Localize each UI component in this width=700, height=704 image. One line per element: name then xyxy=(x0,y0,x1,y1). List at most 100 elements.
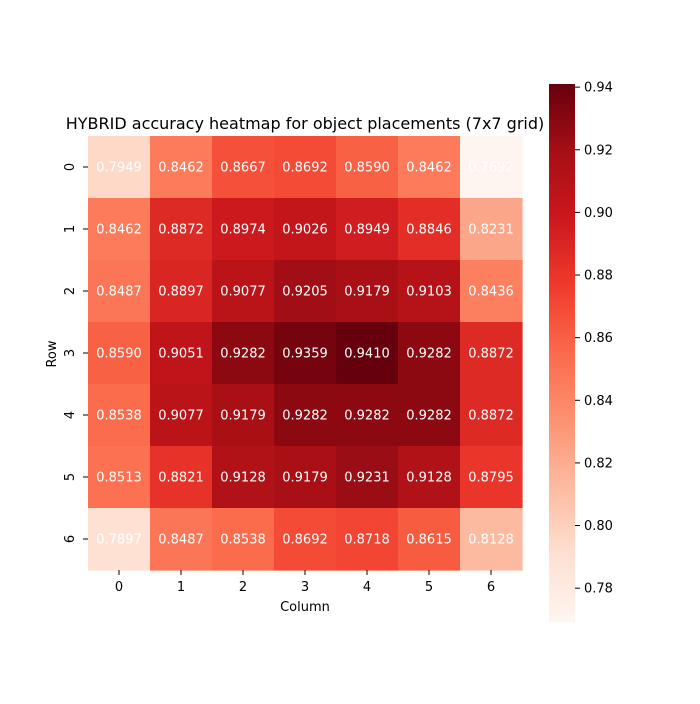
x-axis: 0 1 2 3 4 5 6 xyxy=(115,570,495,595)
heatmap-cell-r6-c1 xyxy=(150,508,213,571)
cell-label-r1-c1: 0.8872 xyxy=(158,223,204,238)
cell-label-r0-c6: 0.7692 xyxy=(468,161,514,176)
heatmap-cell-r1-c3 xyxy=(274,198,337,261)
cell-label-r6-c5: 0.8615 xyxy=(406,533,452,548)
heatmap-cells xyxy=(88,136,523,571)
cell-label-r4-c5: 0.9282 xyxy=(406,409,452,424)
cell-label-r3-c6: 0.8872 xyxy=(468,347,514,362)
heatmap-cell-r0-c1 xyxy=(150,136,213,199)
heatmap-cell-r3-c3 xyxy=(274,322,337,385)
cell-label-r5-c0: 0.8513 xyxy=(96,471,142,486)
cell-label-r1-c6: 0.8231 xyxy=(468,223,514,238)
heatmap-cell-r2-c4 xyxy=(336,260,399,323)
heatmap-cell-r6-c4 xyxy=(336,508,399,571)
cell-label-r4-c3: 0.9282 xyxy=(282,409,328,424)
heatmap-cell-r0-c2 xyxy=(212,136,275,199)
cell-label-r2-c5: 0.9103 xyxy=(406,285,452,300)
cell-label-r1-c4: 0.8949 xyxy=(344,223,390,238)
heatmap-cell-r3-c4 xyxy=(336,322,399,385)
heatmap-cell-r0-c6 xyxy=(460,136,523,199)
x-tick-label-6: 6 xyxy=(487,580,495,595)
cell-label-r1-c5: 0.8846 xyxy=(406,223,452,238)
heatmap-cell-r4-c1 xyxy=(150,384,213,447)
colorbar-tick-label-7: 0.92 xyxy=(584,143,613,158)
x-axis-label: Column xyxy=(280,600,330,615)
x-tick-label-4: 4 xyxy=(363,580,371,595)
heatmap-cell-r6-c0 xyxy=(88,508,151,571)
y-tick-label-6: 6 xyxy=(63,535,78,543)
heatmap-cell-r3-c1 xyxy=(150,322,213,385)
cell-label-r4-c2: 0.9179 xyxy=(220,409,266,424)
heatmap-cell-r1-c5 xyxy=(398,198,461,261)
x-tick-label-2: 2 xyxy=(239,580,247,595)
heatmap-cell-r5-c4 xyxy=(336,446,399,509)
heatmap-cell-r0-c4 xyxy=(336,136,399,199)
cell-label-r6-c0: 0.7897 xyxy=(96,533,142,548)
cell-label-r5-c2: 0.9128 xyxy=(220,471,266,486)
x-tick-label-0: 0 xyxy=(115,580,123,595)
y-tick-label-0: 0 xyxy=(63,163,78,171)
cell-labels: 0.7949 0.8462 0.8667 0.8692 0.8590 0.8462 0.76… xyxy=(96,161,514,548)
chart-title: HYBRID accuracy heatmap for object place… xyxy=(66,114,545,133)
cell-label-r2-c0: 0.8487 xyxy=(96,285,142,300)
cell-label-r3-c5: 0.9282 xyxy=(406,347,452,362)
heatmap-cell-r6-c3 xyxy=(274,508,337,571)
cell-label-r4-c6: 0.8872 xyxy=(468,409,514,424)
heatmap-cell-r2-c5 xyxy=(398,260,461,323)
y-tick-label-5: 5 xyxy=(63,473,78,481)
colorbar-tick-label-8: 0.94 xyxy=(584,81,613,96)
heatmap-cell-r6-c2 xyxy=(212,508,275,571)
cell-label-r0-c4: 0.8590 xyxy=(344,161,390,176)
heatmap-cell-r5-c2 xyxy=(212,446,275,509)
heatmap-cell-r1-c2 xyxy=(212,198,275,261)
cell-label-r6-c1: 0.8487 xyxy=(158,533,204,548)
cell-label-r3-c4: 0.9410 xyxy=(344,347,390,362)
heatmap-cell-r4-c4 xyxy=(336,384,399,447)
x-tick-label-5: 5 xyxy=(425,580,433,595)
cell-label-r2-c4: 0.9179 xyxy=(344,285,390,300)
heatmap-cell-r4-c5 xyxy=(398,384,461,447)
cell-label-r4-c4: 0.9282 xyxy=(344,409,390,424)
cell-label-r3-c1: 0.9051 xyxy=(158,347,204,362)
heatmap-cell-r1-c0 xyxy=(88,198,151,261)
colorbar: 0.78 0.80 0.82 0.84 0.86 0.88 0.90 0.92 0.94 xyxy=(549,81,613,622)
heatmap-cell-r3-c2 xyxy=(212,322,275,385)
colorbar-tick-label-1: 0.80 xyxy=(584,519,613,534)
cell-label-r2-c1: 0.8897 xyxy=(158,285,204,300)
cell-label-r6-c6: 0.8128 xyxy=(468,533,514,548)
heatmap-cell-r5-c6 xyxy=(460,446,523,509)
x-tick-label-3: 3 xyxy=(301,580,309,595)
cell-label-r0-c2: 0.8667 xyxy=(220,161,266,176)
heatmap-cell-r2-c0 xyxy=(88,260,151,323)
cell-label-r5-c3: 0.9179 xyxy=(282,471,328,486)
cell-label-r5-c1: 0.8821 xyxy=(158,471,204,486)
heatmap-cell-r5-c5 xyxy=(398,446,461,509)
heatmap-cell-r4-c3 xyxy=(274,384,337,447)
colorbar-tick-label-6: 0.90 xyxy=(584,206,613,221)
cell-label-r2-c3: 0.9205 xyxy=(282,285,328,300)
cell-label-r6-c4: 0.8718 xyxy=(344,533,390,548)
y-axis-label: Row xyxy=(45,340,60,367)
cell-label-r3-c0: 0.8590 xyxy=(96,347,142,362)
y-axis: 0 1 2 3 4 5 6 xyxy=(63,163,88,543)
cell-label-r3-c3: 0.9359 xyxy=(282,347,328,362)
y-tick-label-2: 2 xyxy=(63,287,78,295)
cell-label-r0-c0: 0.7949 xyxy=(96,161,142,176)
cell-label-r4-c0: 0.8538 xyxy=(96,409,142,424)
colorbar-tick-label-0: 0.78 xyxy=(584,582,613,597)
cell-label-r5-c5: 0.9128 xyxy=(406,471,452,486)
heatmap-cell-r4-c6 xyxy=(460,384,523,447)
cell-label-r2-c2: 0.9077 xyxy=(220,285,266,300)
y-tick-label-3: 3 xyxy=(63,349,78,357)
heatmap-cell-r2-c2 xyxy=(212,260,275,323)
colorbar-tick-label-4: 0.86 xyxy=(584,331,613,346)
cell-label-r0-c5: 0.8462 xyxy=(406,161,452,176)
heatmap-cell-r3-c5 xyxy=(398,322,461,385)
y-tick-label-1: 1 xyxy=(63,225,78,233)
cell-label-r2-c6: 0.8436 xyxy=(468,285,514,300)
heatmap-cell-r1-c6 xyxy=(460,198,523,261)
heatmap-cell-r2-c1 xyxy=(150,260,213,323)
y-tick-label-4: 4 xyxy=(63,411,78,419)
